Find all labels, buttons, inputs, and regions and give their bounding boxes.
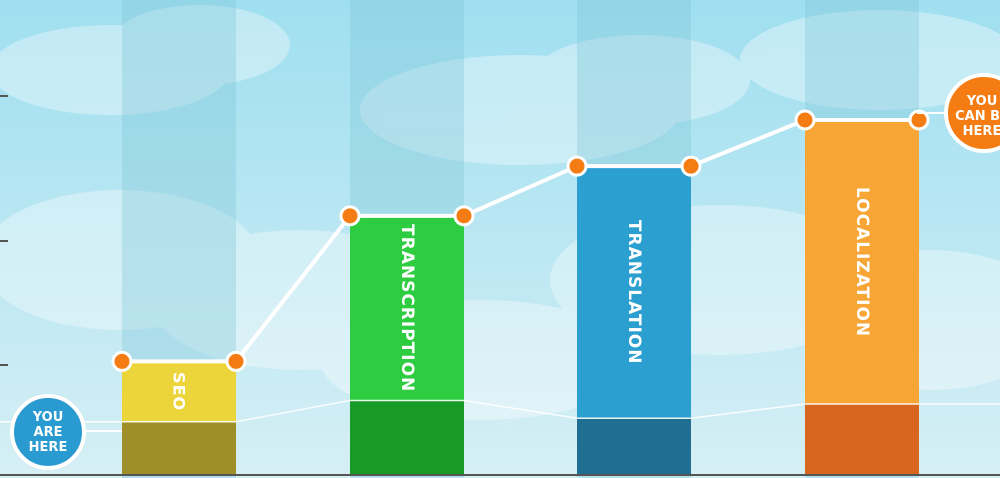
badge-target-circle <box>944 73 1000 153</box>
badge-current-circle <box>10 394 86 470</box>
badge-current-line-1: YOU <box>32 410 64 425</box>
badge-current-line-3: HERE <box>29 440 68 455</box>
bar-localization <box>805 120 919 404</box>
point-marker-localization-right <box>908 109 930 131</box>
point-marker-transcription-right <box>453 205 475 227</box>
badge-target-line-2: CAN BE <box>955 109 1000 124</box>
bar-label-seo: SEO <box>170 372 189 411</box>
point-marker-localization-left <box>794 109 816 131</box>
bar-base-translation <box>577 418 691 475</box>
point-marker-translation-left <box>566 155 588 177</box>
baseline-trend-line <box>0 399 1000 423</box>
badge-target-line-1: YOU <box>966 94 998 109</box>
bar-transcription <box>350 215 464 401</box>
point-marker-seo-right <box>225 350 247 372</box>
point-marker-seo-left <box>111 350 133 372</box>
badge-current-line-2: ARE <box>34 425 63 440</box>
bar-base-seo <box>122 421 236 475</box>
bar-seo <box>122 361 236 422</box>
bar-base-localization <box>805 404 919 475</box>
point-marker-translation-right <box>680 155 702 177</box>
bar-base-transcription <box>350 400 464 475</box>
badge-target-line-3: HERE <box>963 124 1000 139</box>
bar-label-translation: TRANSLATION <box>624 220 644 365</box>
point-marker-transcription-left <box>339 205 361 227</box>
badge-you-can-be-here: YOU CAN BE HERE <box>917 73 1000 153</box>
bar-label-transcription: TRANSCRIPTION <box>397 224 417 392</box>
bar-label-localization: LOCALIZATION <box>852 187 872 337</box>
bar-translation <box>577 166 691 419</box>
badge-you-are-here: YOU ARE HERE <box>10 394 122 470</box>
growth-trend-line <box>122 118 919 364</box>
y-axis-ticks <box>0 95 8 366</box>
